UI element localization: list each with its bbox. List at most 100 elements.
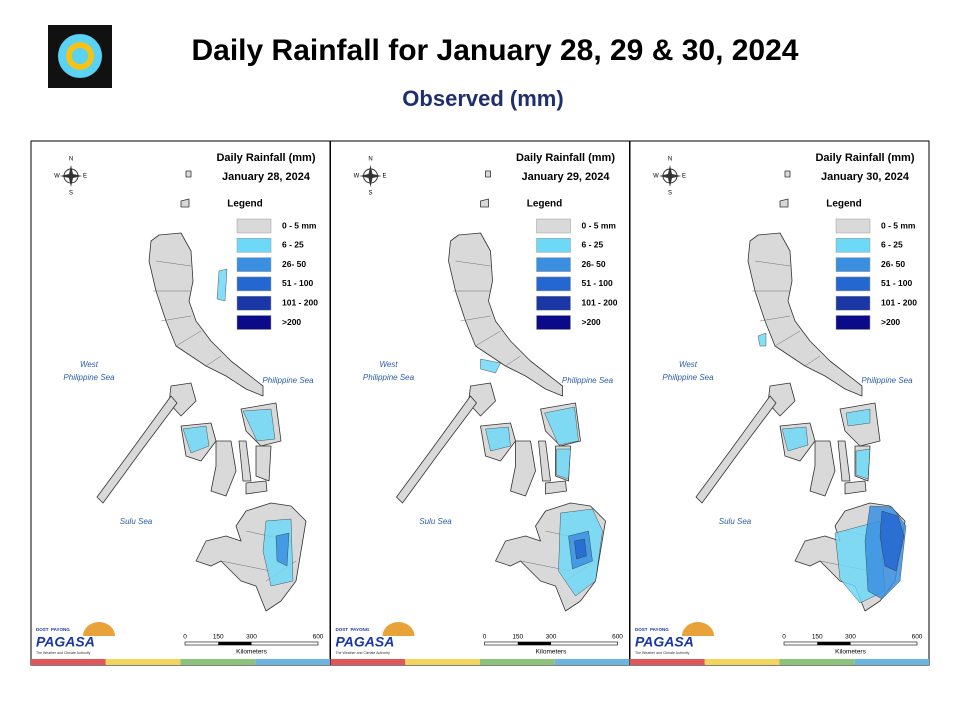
legend-swatch	[236, 218, 272, 234]
scale-tick: 150	[812, 634, 823, 641]
legend-swatch	[536, 315, 571, 330]
footer-stripe	[779, 659, 855, 665]
map-panel: N E S W Daily Rainfall (mm) January 30, 2024 L…	[629, 140, 930, 666]
footer-stripe	[630, 659, 705, 665]
legend-label: 26- 50	[881, 259, 905, 269]
rainfall-area	[242, 408, 276, 442]
pagasa-umbrella	[682, 622, 714, 636]
legend-swatch	[236, 238, 272, 253]
sea-label: West	[379, 360, 398, 369]
sea-label: Philippine Sea	[363, 373, 415, 382]
rainfall-area	[845, 408, 871, 427]
legend-label: 0 - 5 mm	[881, 220, 916, 230]
legend-swatch	[236, 295, 272, 311]
scale-tick: 0	[483, 634, 487, 641]
compass-rose	[359, 165, 382, 187]
footer-stripe	[480, 659, 555, 665]
legend-swatch	[536, 218, 571, 234]
scale-tick: 600	[612, 634, 623, 641]
compass-letter: E	[83, 174, 87, 180]
logo-brand: PAGASA	[36, 634, 95, 650]
legend-label: 101 - 200	[582, 297, 618, 307]
legend-swatch	[835, 218, 871, 234]
logo-brand: PAGASA	[635, 634, 694, 650]
compass: N E S W	[354, 157, 387, 197]
legend-title: Legend	[227, 199, 263, 210]
map-heading: Daily Rainfall (mm)	[216, 152, 315, 164]
legend-label: 26- 50	[582, 259, 606, 269]
sea-label: Sulu Sea	[719, 517, 752, 526]
compass-letter: N	[668, 157, 672, 163]
logo-small: DOST	[36, 627, 49, 632]
rainfall-area	[485, 426, 511, 452]
rainfall-area	[879, 510, 905, 572]
legend-swatch	[236, 315, 272, 330]
footer-stripe	[180, 659, 256, 665]
legend-label: 51 - 100	[282, 278, 313, 288]
legend-label: >200	[282, 317, 301, 327]
rainfall-area	[574, 538, 587, 560]
rainfall-area	[182, 425, 210, 454]
rainfall-area	[781, 426, 809, 452]
legend-swatch	[835, 257, 871, 272]
subtitle: Observed (mm)	[402, 86, 563, 111]
sea-label: West	[80, 360, 99, 369]
scale-tick: 300	[546, 634, 557, 641]
sea-label: Philippine Sea	[861, 376, 913, 385]
legend-label: 6 - 25	[582, 240, 604, 250]
scale-unit: Kilometers	[835, 649, 866, 656]
compass-letter: E	[682, 174, 686, 180]
pagasa-umbrella	[83, 622, 115, 636]
legend-label: 101 - 200	[282, 297, 318, 307]
scale-tick: 0	[183, 634, 187, 641]
sea-label: Philippine Sea	[63, 373, 115, 382]
sea-label: Sulu Sea	[419, 517, 452, 526]
footer-stripe	[105, 659, 181, 665]
compass: N E S W	[54, 157, 87, 197]
legend-label: 0 - 5 mm	[282, 220, 317, 230]
scale-bar-fill	[517, 642, 552, 645]
rainfall-area	[216, 268, 228, 302]
compass-letter: S	[668, 191, 672, 197]
logo-payong: PAYONG	[351, 627, 370, 632]
sea-label: Philippine Sea	[262, 376, 314, 385]
sea-label: West	[679, 360, 698, 369]
legend-swatch	[536, 295, 571, 311]
compass: N E S W	[653, 157, 686, 197]
scale-unit: Kilometers	[236, 649, 267, 656]
scale-tick: 150	[512, 634, 523, 641]
logo-tagline: The Weather and Climate Authority	[36, 651, 91, 655]
footer-stripe	[330, 659, 406, 665]
scale-tick: 0	[782, 634, 786, 641]
scale-unit: Kilometers	[536, 649, 567, 656]
footer-stripe	[31, 659, 106, 665]
map-panel: N E S W Daily Rainfall (mm) January 28, 2024 L…	[30, 140, 331, 666]
scale-tick: 600	[912, 634, 923, 641]
logo-payong: PAYONG	[51, 627, 70, 632]
compass-letter: S	[368, 191, 372, 197]
legend-label: 51 - 100	[881, 278, 912, 288]
compass-letter: S	[69, 191, 73, 197]
legend-label: >200	[582, 317, 601, 327]
rainfall-area	[480, 358, 501, 374]
footer-stripe	[704, 659, 780, 665]
legend-label: 101 - 200	[881, 297, 917, 307]
agency-logo	[48, 25, 112, 88]
map-heading: Daily Rainfall (mm)	[516, 152, 615, 164]
scale-tick: 300	[845, 634, 856, 641]
rainfall-area	[757, 332, 767, 347]
compass-letter: E	[382, 174, 386, 180]
map-panel: N E S W Daily Rainfall (mm) January 29, 2024 L…	[330, 140, 630, 666]
legend-swatch	[536, 238, 571, 253]
compass-letter: W	[354, 174, 360, 180]
pagasa-umbrella	[382, 622, 415, 636]
footer-stripe	[854, 659, 929, 665]
rainfall-area	[544, 406, 579, 446]
legend-title: Legend	[826, 199, 862, 210]
map-date: January 30, 2024	[821, 171, 910, 183]
logo-brand: PAGASA	[336, 634, 395, 650]
legend-swatch	[536, 276, 571, 292]
legend-label: 0 - 5 mm	[582, 220, 617, 230]
scale-tick: 600	[313, 634, 324, 641]
legend-label: 26- 50	[282, 259, 306, 269]
